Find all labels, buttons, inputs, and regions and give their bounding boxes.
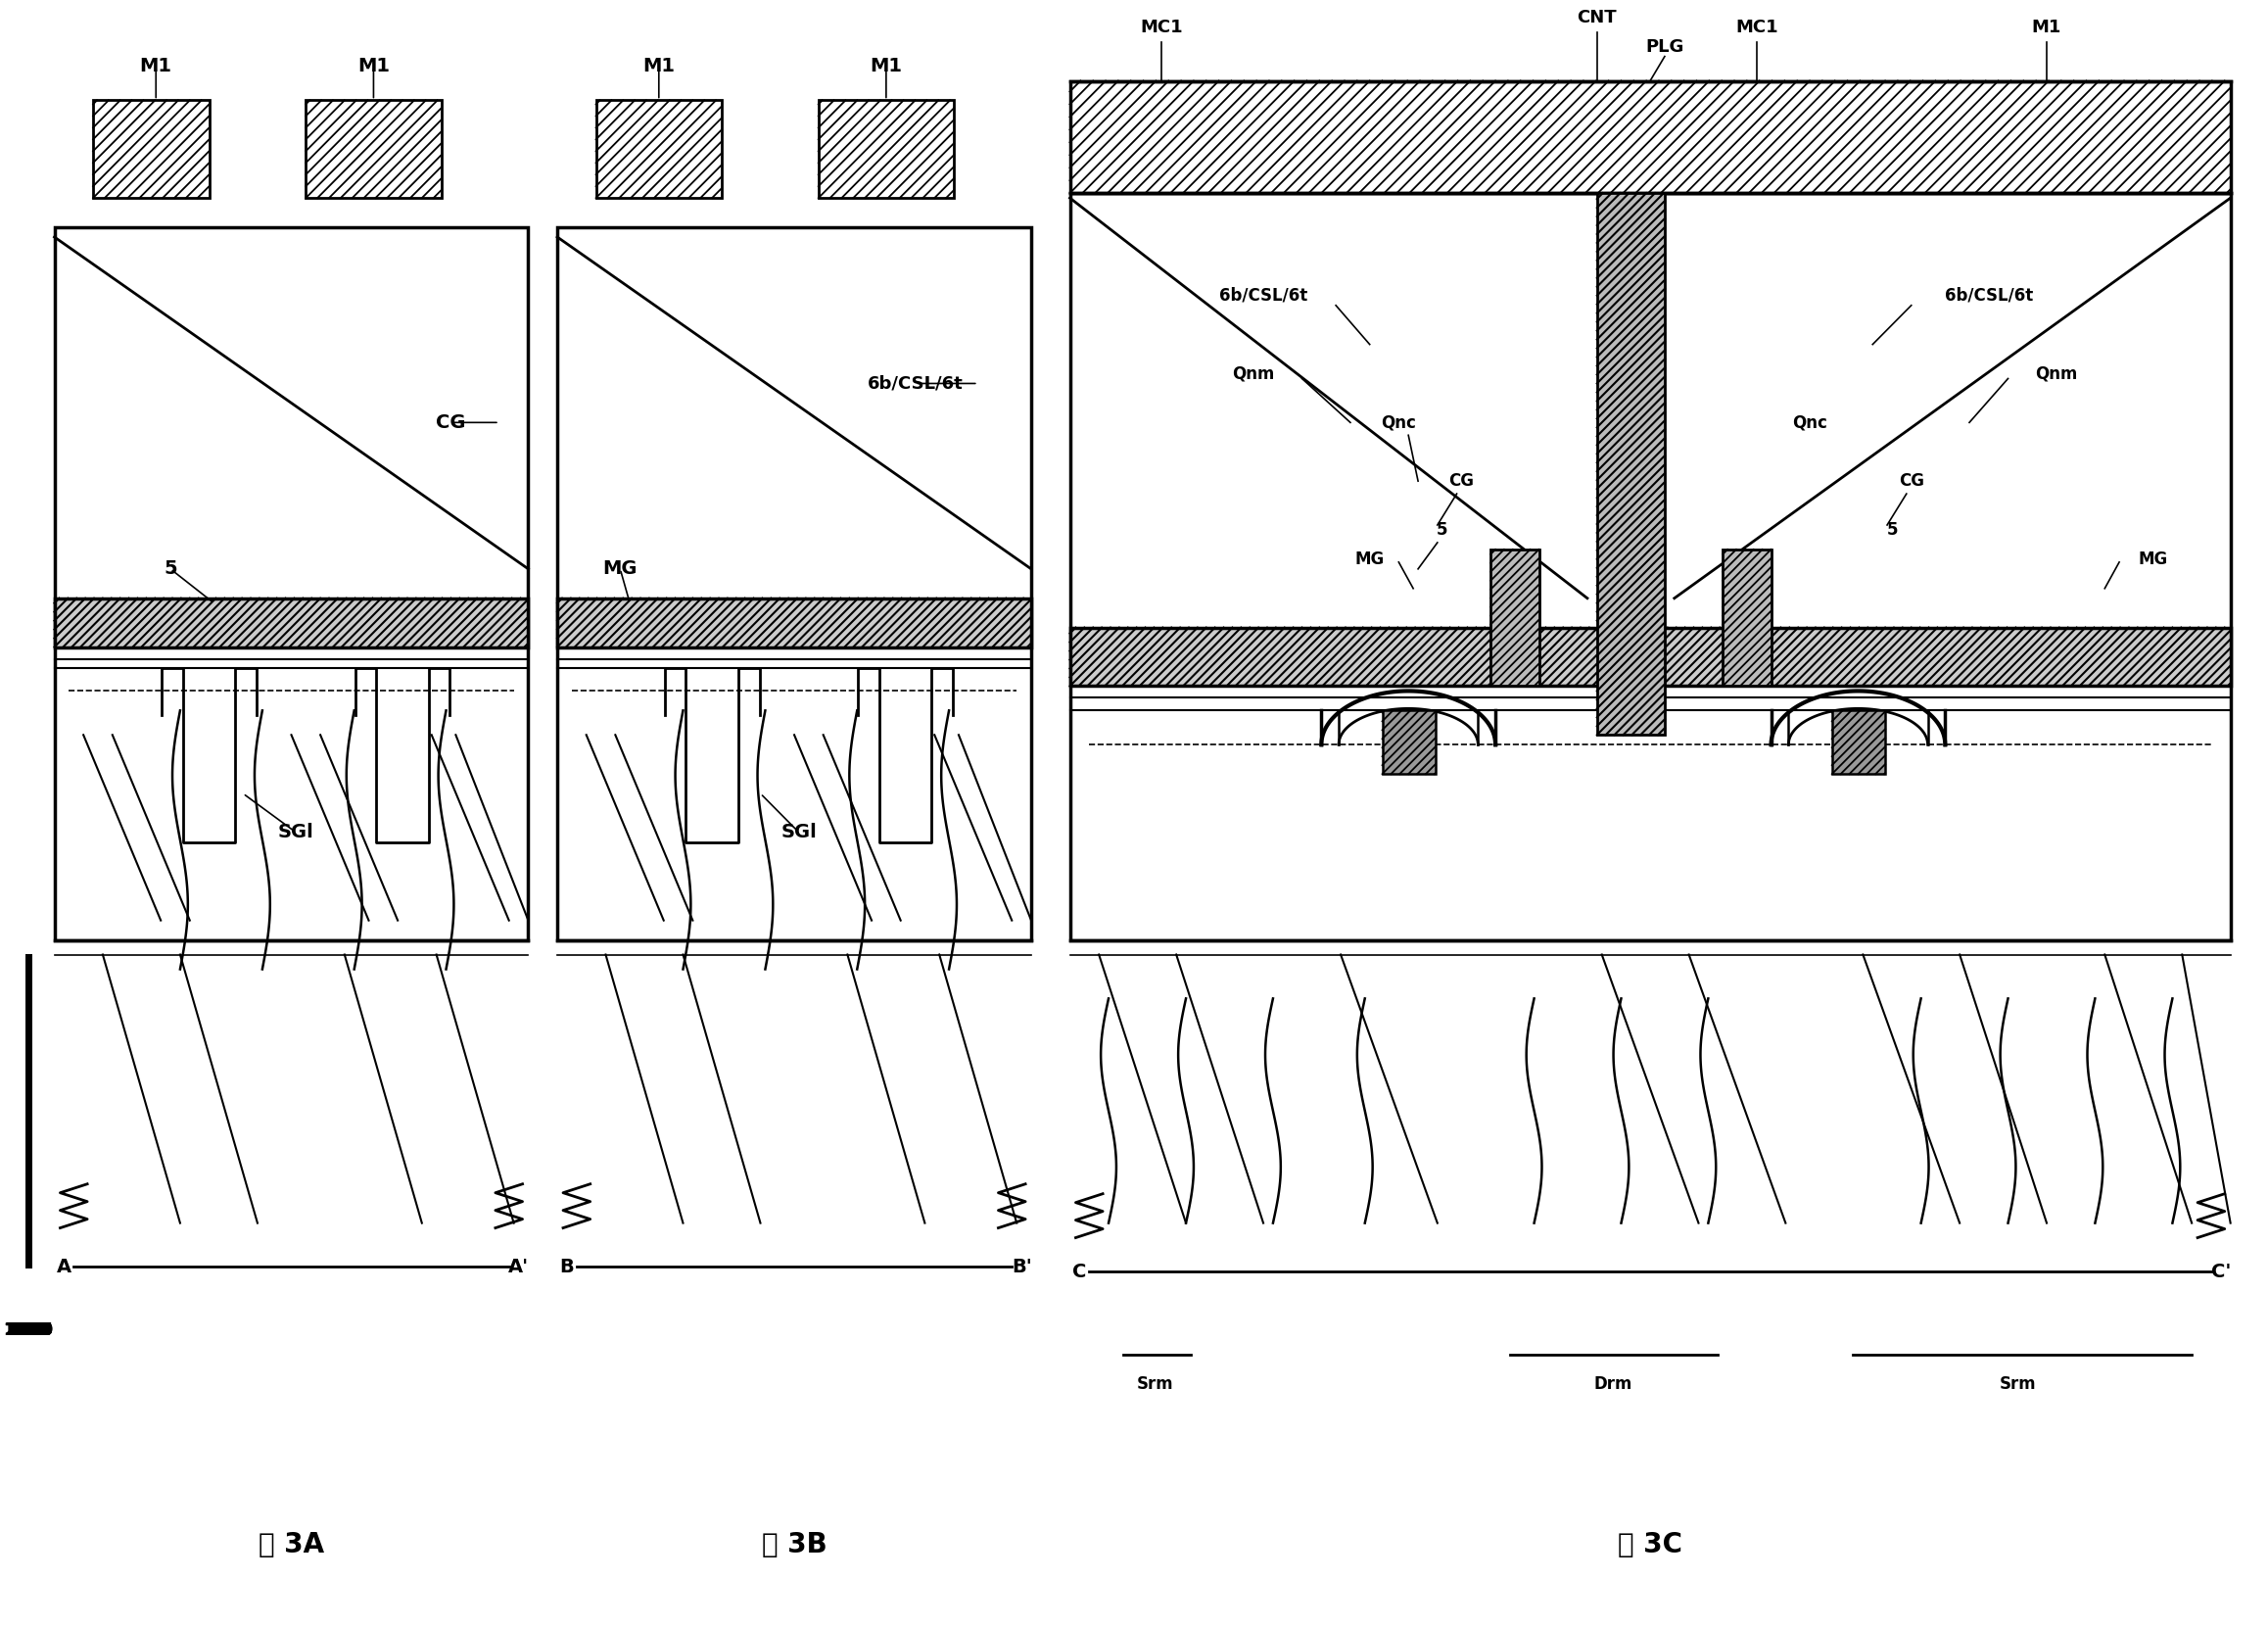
Text: M1: M1 — [2032, 18, 2062, 36]
Text: 390: 390 — [9, 1321, 45, 1339]
Text: 2175: 2175 — [7, 1321, 52, 1339]
Bar — [54, 599, 528, 648]
Text: 5: 5 — [163, 560, 177, 578]
Text: 630: 630 — [9, 1321, 48, 1339]
Text: 2225: 2225 — [7, 1321, 52, 1339]
Text: 2115: 2115 — [7, 1321, 50, 1339]
Text: 455: 455 — [9, 1321, 45, 1339]
Bar — [819, 101, 955, 198]
Text: Qnm: Qnm — [1232, 364, 1275, 382]
Text: 6b/CSL/6t: 6b/CSL/6t — [1220, 286, 1309, 304]
Text: 1250: 1250 — [7, 1321, 50, 1339]
Text: 850: 850 — [9, 1321, 48, 1339]
Text: SGl: SGl — [780, 823, 816, 841]
Text: 1545: 1545 — [7, 1321, 52, 1339]
Bar — [1490, 550, 1540, 687]
Text: A: A — [57, 1258, 73, 1276]
Text: 120: 120 — [7, 1321, 43, 1339]
Bar — [1833, 711, 1885, 774]
Bar — [1381, 711, 1436, 774]
Text: 1375: 1375 — [2, 1321, 48, 1339]
Bar — [1597, 194, 1665, 735]
Bar — [1070, 81, 2229, 194]
Text: 990: 990 — [9, 1321, 45, 1339]
Text: C: C — [1073, 1263, 1086, 1280]
Text: C': C' — [2211, 1263, 2232, 1280]
Bar — [306, 101, 442, 198]
Bar — [54, 228, 528, 940]
Text: M1: M1 — [871, 57, 903, 75]
Text: MC1: MC1 — [1141, 18, 1184, 36]
Bar — [1070, 628, 2229, 687]
Text: MG: MG — [2139, 550, 2168, 568]
Text: 1315: 1315 — [5, 1321, 50, 1339]
Text: M1: M1 — [642, 57, 676, 75]
Text: 920: 920 — [9, 1321, 45, 1339]
Text: MC1: MC1 — [1735, 18, 1778, 36]
Text: SGl: SGl — [279, 823, 315, 841]
Text: 1900: 1900 — [7, 1321, 52, 1339]
Text: CG: CG — [1898, 472, 1923, 490]
Text: 2030: 2030 — [5, 1321, 50, 1339]
Text: Qnc: Qnc — [1792, 413, 1828, 431]
Text: 700: 700 — [9, 1321, 45, 1339]
Bar — [93, 101, 209, 198]
Text: 185: 185 — [7, 1321, 45, 1339]
Text: Srm: Srm — [2000, 1375, 2037, 1393]
Text: B: B — [560, 1258, 574, 1276]
Text: Srm: Srm — [1136, 1375, 1173, 1393]
Text: CG: CG — [1449, 472, 1474, 490]
Text: M1: M1 — [358, 57, 390, 75]
Text: 1950: 1950 — [7, 1321, 52, 1339]
Text: 320: 320 — [7, 1321, 43, 1339]
Bar — [558, 228, 1032, 940]
Text: PLG: PLG — [1644, 37, 1683, 55]
Text: 图 3B: 图 3B — [762, 1531, 828, 1559]
Text: MG: MG — [603, 560, 637, 578]
Text: CNT: CNT — [1576, 8, 1617, 26]
Text: Qnc: Qnc — [1381, 413, 1415, 431]
Text: CG: CG — [435, 413, 465, 431]
Text: 图 3A: 图 3A — [259, 1531, 324, 1559]
Text: 6b/CSL/6t: 6b/CSL/6t — [1944, 286, 2032, 304]
Text: 1145: 1145 — [7, 1321, 52, 1339]
Text: 5: 5 — [1436, 521, 1447, 539]
Text: B': B' — [1012, 1258, 1032, 1276]
Text: 1190: 1190 — [7, 1321, 52, 1339]
Text: Drm: Drm — [1594, 1375, 1633, 1393]
Bar — [1724, 550, 1771, 687]
Text: 1595: 1595 — [7, 1321, 52, 1339]
Text: A': A' — [508, 1258, 528, 1276]
Text: Qnm: Qnm — [2034, 364, 2077, 382]
Bar — [596, 101, 721, 198]
Text: 6b/CSL/6t: 6b/CSL/6t — [866, 374, 964, 392]
Text: 1735: 1735 — [2, 1321, 48, 1339]
Text: 1670: 1670 — [5, 1321, 50, 1339]
Text: MG: MG — [1354, 550, 1383, 568]
Text: 5: 5 — [1887, 521, 1898, 539]
Bar — [1070, 194, 2229, 940]
Text: 图 3C: 图 3C — [1617, 1531, 1683, 1559]
Text: M1: M1 — [141, 57, 172, 75]
Bar — [558, 599, 1032, 648]
